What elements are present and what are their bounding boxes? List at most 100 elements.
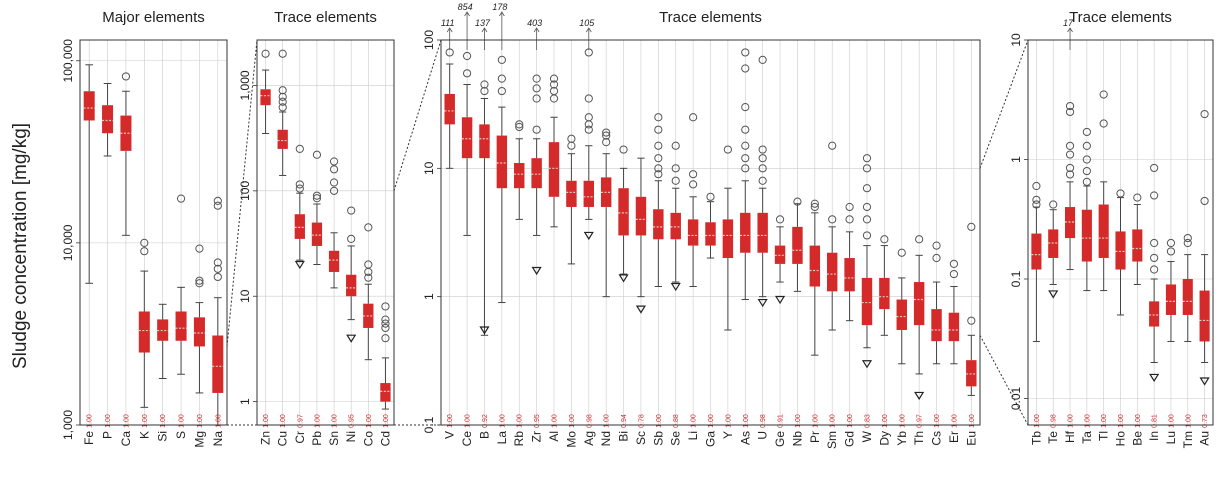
x-tick-label: As [738,431,752,445]
x-tick-label: Lu [1164,431,1178,444]
panel-title: Trace elements [274,9,377,26]
detect-fraction: 1.00 [882,414,889,428]
detect-fraction: 1.00 [847,414,854,428]
offscale-label: 105 [579,18,595,28]
x-tick-label: Yb [895,431,909,446]
x-tick-label: Si [156,431,170,442]
detect-fraction: 1.00 [969,414,976,428]
x-tick-label: Ag [582,431,596,446]
x-tick-label: Tl [1097,431,1111,441]
box-iqr [497,136,507,189]
detect-fraction: 1.00 [1068,414,1075,428]
box-iqr [84,91,95,120]
detect-fraction: 1.00 [332,414,339,428]
detect-fraction: 1.00 [314,414,321,428]
box-iqr [212,336,223,393]
box-iqr [1200,291,1210,342]
offscale-label: 178 [492,2,507,12]
x-tick-label: Ga [704,431,718,447]
y-tick-label: 1 [422,293,436,300]
detect-fraction: 0.94 [621,414,628,428]
box-iqr [671,213,681,239]
box-iqr [295,214,305,239]
box-iqr [479,124,489,158]
box-iqr [949,313,959,341]
box-iqr [1031,234,1041,270]
offscale-label: 137 [475,18,491,28]
detect-fraction: 1.00 [383,414,390,428]
offscale-label: 403 [527,18,542,28]
detect-fraction: 0.91 [778,414,785,428]
x-tick-label: Au [1198,431,1212,446]
detect-fraction: 1.00 [280,414,287,428]
detect-fraction: 1.00 [1084,414,1091,428]
box-iqr [705,222,715,245]
x-tick-label: Nd [599,431,613,446]
detect-fraction: 1.00 [743,414,750,428]
detect-fraction: 1.00 [179,414,186,428]
x-tick-label: In [1147,431,1161,441]
x-tick-label: U [756,431,770,440]
box-iqr [1166,284,1176,315]
detect-fraction: 1.00 [263,414,270,428]
box-iqr [636,197,646,236]
box-iqr [618,188,628,235]
x-tick-label: P [101,431,115,439]
x-tick-label: Cd [378,431,392,446]
detect-fraction: 1.00 [656,414,663,428]
box-iqr [312,223,322,246]
x-tick-label: Tb [1029,431,1043,445]
detect-fraction: 0.95 [349,414,356,428]
panel-frame [80,40,227,425]
box-iqr [844,258,854,291]
x-tick-label: Sb [651,431,665,446]
x-tick-label: Mo [564,431,578,448]
x-tick-label: Te [1046,431,1060,444]
box-iqr [380,383,390,402]
detect-fraction: 1.00 [105,414,112,428]
detect-fraction: 1.00 [366,414,373,428]
x-tick-label: Al [547,431,561,442]
x-tick-label: Mg [192,431,206,448]
x-tick-label: Se [669,431,683,446]
x-tick-label: Gd [843,431,857,447]
panel-1: 1,00010,000100,000Major elements1.00Fe1.… [61,9,227,448]
box-iqr [444,94,454,124]
x-tick-label: Ni [344,431,358,442]
box-iqr [914,282,924,325]
box-iqr [810,246,820,287]
x-tick-label: La [495,431,509,445]
y-tick-label: 10,000 [61,224,75,261]
x-tick-label: Fe [82,431,96,445]
box-iqr [931,309,941,341]
detect-fraction: 1.00 [215,414,222,428]
box-iqr [1132,229,1142,261]
detect-fraction: 0.81 [1152,414,1159,428]
detect-fraction: 0.97 [917,414,924,428]
x-tick-label: Ge [773,431,787,447]
box-iqr [584,181,594,207]
box-iqr [879,278,889,309]
detect-fraction: 1.00 [934,414,941,428]
box-iqr [1048,229,1058,258]
x-tick-label: Y [721,431,735,439]
y-tick-label: 100 [422,30,436,50]
box-iqr [757,213,767,253]
x-tick-label: Eu [964,431,978,446]
detect-fraction: 0.98 [586,414,593,428]
offscale-label: 854 [458,2,473,12]
y-tick-label: 100 [238,181,252,201]
x-tick-label: Bi [617,431,631,442]
detect-fraction: 1.00 [465,414,472,428]
box-iqr [1082,210,1092,262]
x-tick-label: Pr [808,431,822,443]
x-tick-label: W [860,430,874,442]
detect-fraction: 0.88 [673,414,680,428]
offscale-label: 17 [1063,18,1074,28]
x-tick-label: Tm [1181,431,1195,448]
x-tick-label: Be [1130,431,1144,446]
x-tick-label: Sn [327,431,341,446]
box-iqr [102,105,113,133]
